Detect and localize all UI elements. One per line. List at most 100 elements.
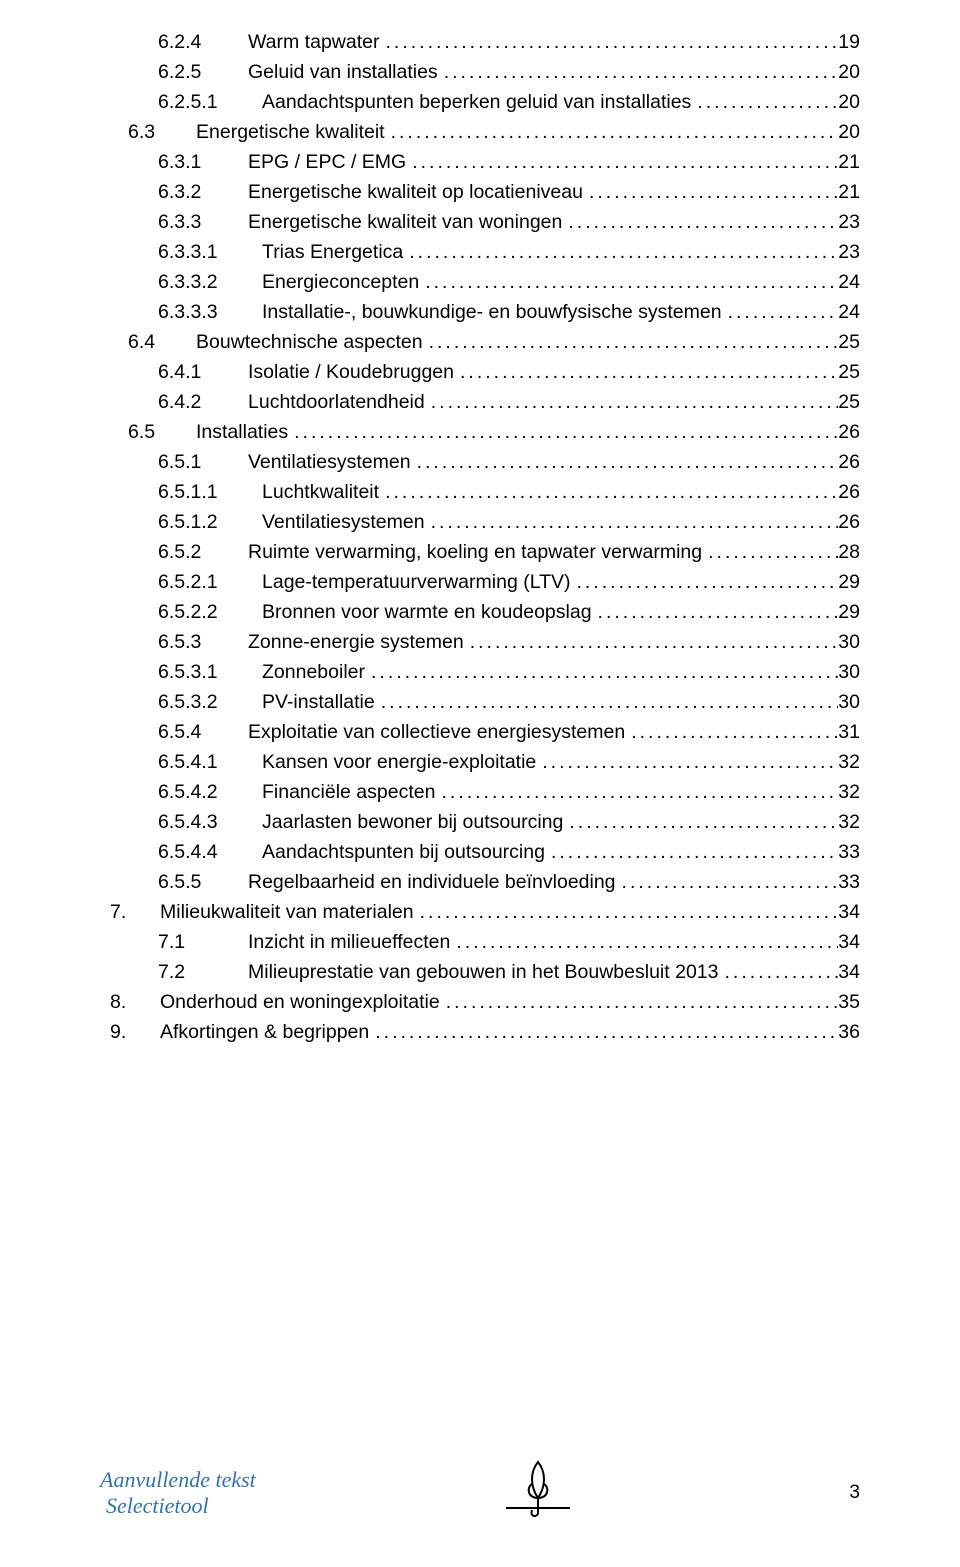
toc-page-number: 19 [838,31,860,54]
toc-leader-dots [718,961,838,984]
toc-title: Kansen voor energie-exploitatie [262,751,536,774]
toc-title: Bouwtechnische aspecten [196,331,423,354]
toc-number: 6.4.2 [158,391,248,414]
toc-leader-dots [571,571,839,594]
toc-page-number: 20 [838,91,860,114]
toc-title: EPG / EPC / EMG [248,151,406,174]
toc-page-number: 36 [838,1021,860,1044]
toc-entry: 6.5.4.2Financiële aspecten32 [100,781,860,804]
toc-entry: 6.5.4.1Kansen voor energie-exploitatie32 [100,751,860,774]
toc-page-number: 28 [838,541,860,564]
toc-number: 6.5.2.1 [158,571,262,594]
toc-leader-dots [438,61,839,84]
toc-leader-dots [625,721,838,744]
page: 6.2.4Warm tapwater196.2.5Geluid van inst… [0,0,960,1567]
toc-leader-dots [464,631,839,654]
toc-page-number: 30 [838,691,860,714]
toc-title: Regelbaarheid en individuele beïnvloedin… [248,871,616,894]
treble-logo-icon [502,1458,574,1522]
toc-number: 6.5.4.2 [158,781,262,804]
toc-entry: 6.3.3.1Trias Energetica 23 [100,241,860,264]
toc-number: 6.3 [128,121,196,144]
page-number: 3 [820,1482,860,1504]
toc-page-number: 24 [838,301,860,324]
toc-number: 6.5.1 [158,451,248,474]
toc-number: 6.3.3.3 [158,301,262,324]
toc-number: 7. [110,901,160,924]
toc-leader-dots [288,421,838,444]
toc-entry: 7.1Inzicht in milieueffecten34 [100,931,860,954]
toc-title: Inzicht in milieueffecten [248,931,450,954]
toc-number: 6.5.3.1 [158,661,262,684]
toc-leader-dots [435,781,838,804]
toc-page-number: 29 [838,601,860,624]
toc-page-number: 25 [838,391,860,414]
toc-page-number: 24 [838,271,860,294]
toc-entry: 6.4.1Isolatie / Koudebruggen25 [100,361,860,384]
toc-entry: 9.Afkortingen & begrippen36 [100,1021,860,1044]
toc-title: Installatie-, bouwkundige- en bouwfysisc… [262,301,722,324]
toc-title: Energetische kwaliteit van woningen [248,211,562,234]
toc-page-number: 20 [838,121,860,144]
toc-number: 6.3.3.1 [158,241,262,264]
toc-number: 6.5.5 [158,871,248,894]
toc-title: Onderhoud en woningexploitatie [160,991,440,1014]
toc-page-number: 23 [838,211,860,234]
toc-entry: 6.2.4Warm tapwater19 [100,31,860,54]
toc-leader-dots [414,901,839,924]
toc-title: Milieuprestatie van gebouwen in het Bouw… [248,961,718,984]
toc-number: 6.5.1.2 [158,511,262,534]
toc-number: 6.5.4.4 [158,841,262,864]
toc-title: Isolatie / Koudebruggen [248,361,454,384]
toc-leader-dots [545,841,838,864]
toc-leader-dots [691,91,838,114]
toc-title: Warm tapwater [248,31,379,54]
toc-entry: 6.5.2.2Bronnen voor warmte en koudeopsla… [100,601,860,624]
toc-number: 6.5.4.3 [158,811,262,834]
toc-leader-dots [536,751,838,774]
toc-page-number: 21 [838,181,860,204]
toc-entry: 6.3.3.3Installatie-, bouwkundige- en bou… [100,301,860,324]
toc-entry: 6.2.5Geluid van installaties20 [100,61,860,84]
toc-entry: 6.5.1.1Luchtkwaliteit26 [100,481,860,504]
toc-number: 6.2.5 [158,61,248,84]
toc-leader-dots [411,451,839,474]
toc-entry: 6.4Bouwtechnische aspecten25 [100,331,860,354]
toc-title: Energetische kwaliteit [196,121,385,144]
toc-number: 6.4.1 [158,361,248,384]
toc-number: 6.5.2 [158,541,248,564]
toc-page-number: 23 [838,241,860,264]
toc-number: 6.2.5.1 [158,91,262,114]
toc-title: Lage-temperatuurverwarming (LTV) [262,571,571,594]
toc-leader-dots [440,991,839,1014]
toc-leader-dots [425,391,839,414]
toc-title: Exploitatie van collectieve energiesyste… [248,721,625,744]
toc-number: 6.3.2 [158,181,248,204]
toc-entry: 6.3.2Energetische kwaliteit op locatieni… [100,181,860,204]
toc-entry: 6.5.1Ventilatiesystemen26 [100,451,860,474]
toc-title: Zonne-energie systemen [248,631,464,654]
toc-page-number: 32 [838,751,860,774]
toc-entry: 6.3.1EPG / EPC / EMG21 [100,151,860,174]
toc-title: Trias Energetica [262,241,403,264]
toc-number: 6.5.2.2 [158,601,262,624]
toc-entry: 6.3.3.2Energieconcepten24 [100,271,860,294]
toc-entry: 6.5.5Regelbaarheid en individuele beïnvl… [100,871,860,894]
toc-leader-dots [403,241,838,264]
toc-leader-dots [562,211,838,234]
toc-number: 6.5.3.2 [158,691,262,714]
toc-title: Energieconcepten [262,271,419,294]
toc-page-number: 33 [838,841,860,864]
toc-entry: 7.2Milieuprestatie van gebouwen in het B… [100,961,860,984]
toc-title: Luchtkwaliteit [262,481,379,504]
toc-page-number: 26 [838,481,860,504]
toc-page-number: 31 [838,721,860,744]
toc-title: Aandachtspunten bij outsourcing [262,841,545,864]
toc-leader-dots [425,511,839,534]
footer-line-2: Selectietool [100,1493,256,1518]
toc-entry: 6.5.2.1Lage-temperatuurverwarming (LTV)2… [100,571,860,594]
toc-leader-dots [379,481,838,504]
toc-page-number: 25 [838,331,860,354]
toc-leader-dots [365,661,838,684]
toc-entry: 6.5.3.2PV-installatie30 [100,691,860,714]
